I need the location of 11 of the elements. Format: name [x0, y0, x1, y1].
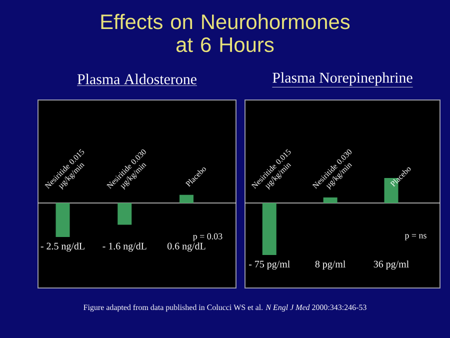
data-label: - 75 pg/ml	[249, 260, 290, 270]
annotation: p = 0.03	[193, 233, 222, 242]
chart-subtitle: Plasma Aldosterone	[77, 74, 196, 84]
data-label: 36 pg/ml	[374, 260, 409, 270]
data-label: 0.6 ng/dL	[168, 242, 206, 252]
data-label: - 1.6 ng/dL	[102, 242, 146, 252]
chart-title: Effects on Neurohormones at 6 Hours	[101, 14, 350, 52]
data-label: - 2.5 ng/dL	[40, 242, 84, 252]
chart-subtitle: Plasma Norepinephrine	[272, 72, 412, 86]
annotation: p = ns	[404, 234, 426, 240]
data-label: 8 pg/ml	[315, 260, 346, 270]
